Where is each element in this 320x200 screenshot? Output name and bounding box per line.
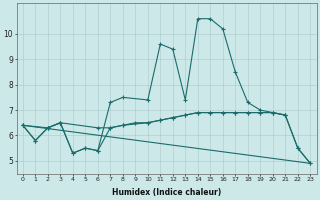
X-axis label: Humidex (Indice chaleur): Humidex (Indice chaleur) xyxy=(112,188,221,197)
